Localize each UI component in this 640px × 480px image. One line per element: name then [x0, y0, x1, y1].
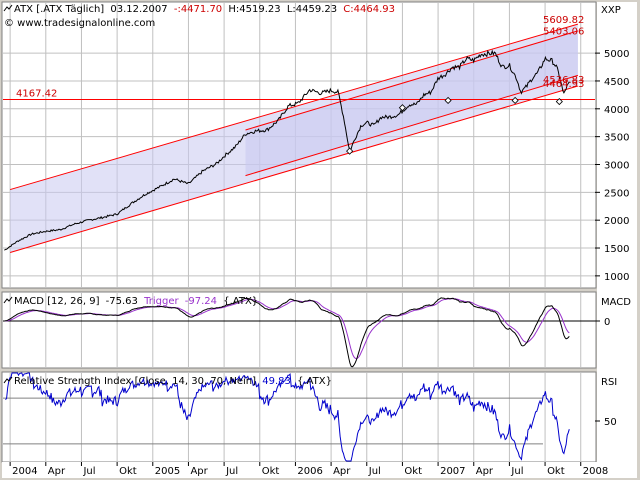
pivot-marker: [346, 147, 354, 155]
y-tick-label: 3000: [604, 160, 629, 171]
macd-axis-unit: MACD: [601, 297, 631, 308]
price-line: [4, 49, 570, 251]
bottom-axis-area: [2, 462, 637, 478]
channel-upper-line: [9, 23, 579, 191]
x-tick-label: Jul: [368, 466, 381, 477]
trigger-label: Trigger: [143, 296, 179, 307]
x-tick-label: Jul: [82, 466, 95, 477]
x-tick-label: 2006: [297, 466, 322, 477]
x-tick-label: Apr: [333, 466, 351, 477]
rsi-series: [3, 372, 570, 462]
y-tick-label: 4500: [604, 77, 629, 88]
x-tick-label: Okt: [119, 466, 137, 477]
open-value: -:4471.70: [174, 4, 222, 15]
y-tick-label: 2000: [604, 216, 629, 227]
rsi-title: Relative Strength Index [Close, 14, 30, …: [14, 376, 256, 387]
macd-line: [4, 297, 570, 368]
line-chart-icon: [3, 296, 13, 304]
y-tick-label: 1000: [604, 272, 629, 283]
support-line-label: 4167.42: [16, 88, 57, 99]
channel-lower-line: [9, 85, 579, 253]
line-chart-icon: [3, 4, 13, 12]
date-label: 03.12.2007: [110, 4, 167, 15]
macd-header: MACD [12, 26, 9] -75.63 Trigger -97.24 {…: [3, 296, 258, 307]
pivot-marker: [511, 96, 519, 105]
y-tick-label: 0: [604, 317, 610, 328]
trigger-value: -97.24: [185, 296, 217, 307]
y-tick-label: 4000: [604, 105, 629, 116]
y-tick-label: 50: [604, 417, 617, 428]
macd-panel: [1, 291, 597, 369]
x-tick-label: Apr: [190, 466, 208, 477]
x-tick-label: Okt: [404, 466, 422, 477]
pivot-marker: [444, 96, 452, 105]
macd-value: -75.63: [106, 296, 138, 307]
macd-title: MACD [12, 26, 9]: [14, 296, 100, 307]
x-tick-label: Jul: [510, 466, 523, 477]
rsi-header: Relative Strength Index [Close, 14, 30, …: [3, 376, 332, 387]
price-label: 5609.82: [543, 15, 584, 26]
x-tick-label: 2004: [12, 466, 37, 477]
instrument-label: ATX [.ATX Täglich]: [14, 4, 104, 15]
channel-lower-line: [245, 74, 579, 177]
channel-fill: [245, 30, 578, 176]
y-tick-label: 3500: [604, 133, 629, 144]
svg-text:MACD [12, 26, 9] -75.63: MACD [12, 26, 9] -75.63 Trigger -97.24 {…: [14, 296, 258, 307]
pivot-marker: [555, 97, 563, 106]
svg-text:ATX [.ATX Täglich] 03.1: ATX [.ATX Täglich] 03.12.2007 -:4471.70 …: [14, 4, 395, 15]
y-tick-label: 1500: [604, 244, 629, 255]
rsi-line: [5, 372, 570, 462]
price-header: ATX [.ATX Täglich] 03.12.2007 -:4471.70 …: [3, 4, 395, 29]
rsi-suffix: {.ATX}: [297, 376, 332, 387]
marker-layer: [346, 96, 563, 155]
rsi-axis-unit: RSI: [601, 377, 617, 388]
price-label: 5403.06: [543, 27, 584, 38]
macd-suffix: {.ATX}: [223, 296, 258, 307]
right-axis-area: [597, 2, 637, 462]
pivot-marker: [398, 104, 406, 112]
price-label: 4464.93: [543, 79, 584, 90]
x-tick-label: Okt: [262, 466, 280, 477]
x-tick-label: Apr: [476, 466, 494, 477]
y-tick-label: 2500: [604, 188, 629, 199]
close-value: C:4464.93: [343, 4, 395, 15]
price-label: 4536.83: [543, 75, 584, 86]
price-series: [4, 49, 570, 251]
svg-text:Relative Strength Index [Close: Relative Strength Index [Close, 14, 30, …: [14, 376, 332, 387]
high-value: H:4519.23: [228, 4, 280, 15]
x-tick-label: Okt: [547, 466, 565, 477]
macd-series: [3, 297, 595, 368]
channel-upper-line: [245, 30, 579, 131]
x-tick-label: 2008: [583, 466, 608, 477]
x-tick-label: 2005: [155, 466, 180, 477]
rsi-value: 49.83: [262, 376, 291, 387]
low-value: L:4459.23: [287, 4, 337, 15]
y-tick-label: 5000: [604, 49, 629, 60]
x-tick-label: Apr: [48, 466, 66, 477]
x-tick-label: 2007: [440, 466, 465, 477]
trend-channels: [9, 23, 579, 253]
axis-layer: 2004 Apr Jul Okt 2005 Apr Jul Okt 2006 Apr Jul Okt 2…: [9, 15, 629, 477]
line-chart-icon: [3, 376, 13, 384]
watermark: © www.tradesignalonline.com: [4, 18, 155, 29]
x-tick-label: Jul: [225, 466, 238, 477]
price-axis-unit: XXP: [601, 5, 621, 16]
horizontal-line-layer: 4167.42: [3, 88, 595, 100]
